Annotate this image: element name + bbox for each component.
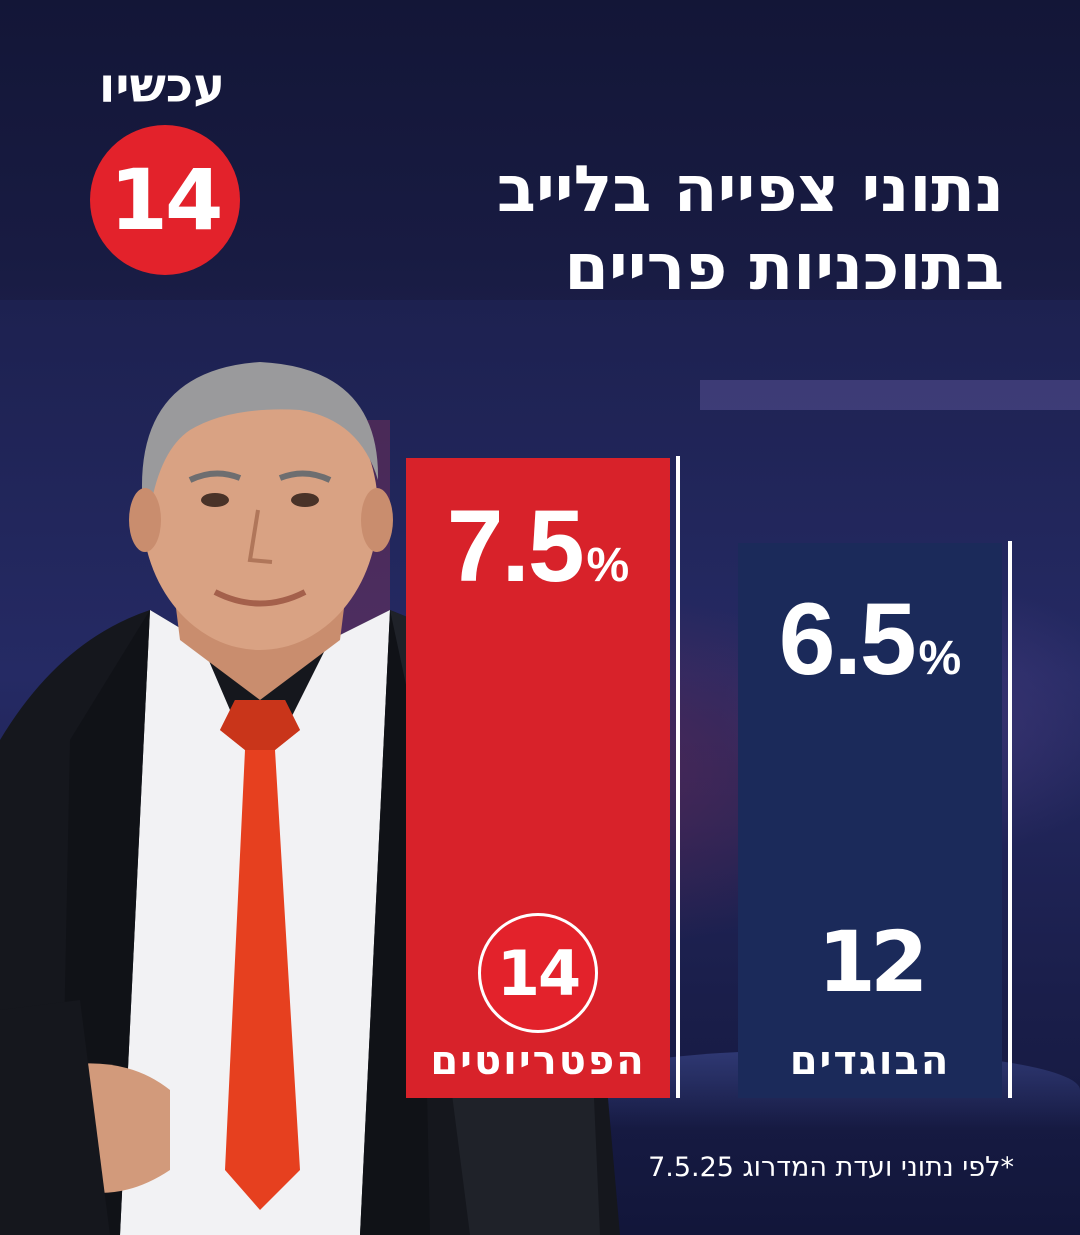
value-number: 6.5	[778, 582, 917, 696]
bar-label-channel-14: הפטריוטים	[430, 1038, 646, 1084]
bar-label-channel-12: הבוגדים	[789, 1038, 951, 1084]
headline-line-2: בתוכניות פריים	[564, 231, 1004, 305]
brand-word: עכשיו	[98, 58, 226, 114]
headline-line-1: נתוני צפייה בלייב	[496, 153, 1004, 227]
studio-light	[700, 380, 1080, 410]
channel-12-logo-icon: 12	[817, 913, 929, 1011]
bar-channel-12: 6.5% 12 הבוגדים	[738, 543, 1002, 1098]
value-unit: %	[586, 539, 630, 592]
bar-edge-line	[676, 456, 680, 1098]
bar-channel-14: 7.5% 14 הפטריוטים	[406, 458, 670, 1098]
value-unit: %	[918, 632, 962, 685]
brand-logo-icon: 14	[90, 125, 240, 275]
value-number: 7.5	[446, 489, 585, 603]
bar-value-channel-12: 6.5%	[738, 581, 1002, 698]
channel-14-logo-icon: 14	[478, 913, 598, 1033]
brand-logo-number: 14	[109, 151, 224, 249]
bar-value-channel-14: 7.5%	[406, 488, 670, 605]
source-footnote: *לפי נתוני ועדת המדרוג 7.5.25	[648, 1152, 1014, 1183]
channel-logo-number: 14	[496, 936, 581, 1010]
bar-edge-line	[1008, 541, 1012, 1098]
